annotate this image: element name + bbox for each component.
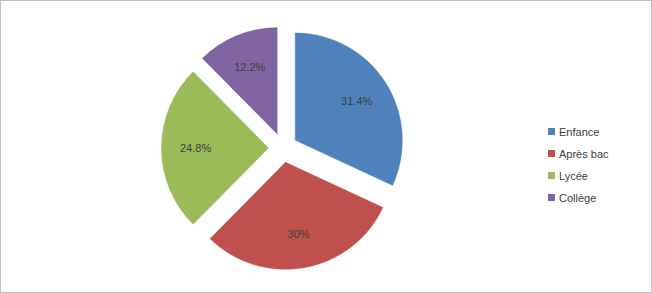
data-label: 31.4% xyxy=(341,95,372,107)
legend-swatch xyxy=(548,128,555,135)
legend-label: Lycée xyxy=(559,170,588,182)
data-label: 12.2% xyxy=(234,61,265,73)
frame xyxy=(1,1,652,293)
legend-label: Après bac xyxy=(559,148,609,160)
legend-swatch xyxy=(548,194,555,201)
legend-item: Lycée xyxy=(548,170,588,182)
chart: 31.4% 30% 24.8% 12.2% Enfance Après bac Lycée C… xyxy=(0,0,652,293)
legend-label: Enfance xyxy=(559,126,599,138)
pie-slice xyxy=(202,27,278,135)
legend: Enfance Après bac Lycée Collège xyxy=(548,126,609,204)
pie: 31.4% 30% 24.8% 12.2% xyxy=(161,27,403,270)
legend-item: Enfance xyxy=(548,126,599,138)
legend-item: Après bac xyxy=(548,148,609,160)
pie-slice xyxy=(295,32,403,185)
legend-swatch xyxy=(548,172,555,179)
data-label: 24.8% xyxy=(180,142,211,154)
legend-item: Collège xyxy=(548,192,596,204)
data-label: 30% xyxy=(288,228,310,240)
legend-swatch xyxy=(548,150,555,157)
legend-label: Collège xyxy=(559,192,596,204)
